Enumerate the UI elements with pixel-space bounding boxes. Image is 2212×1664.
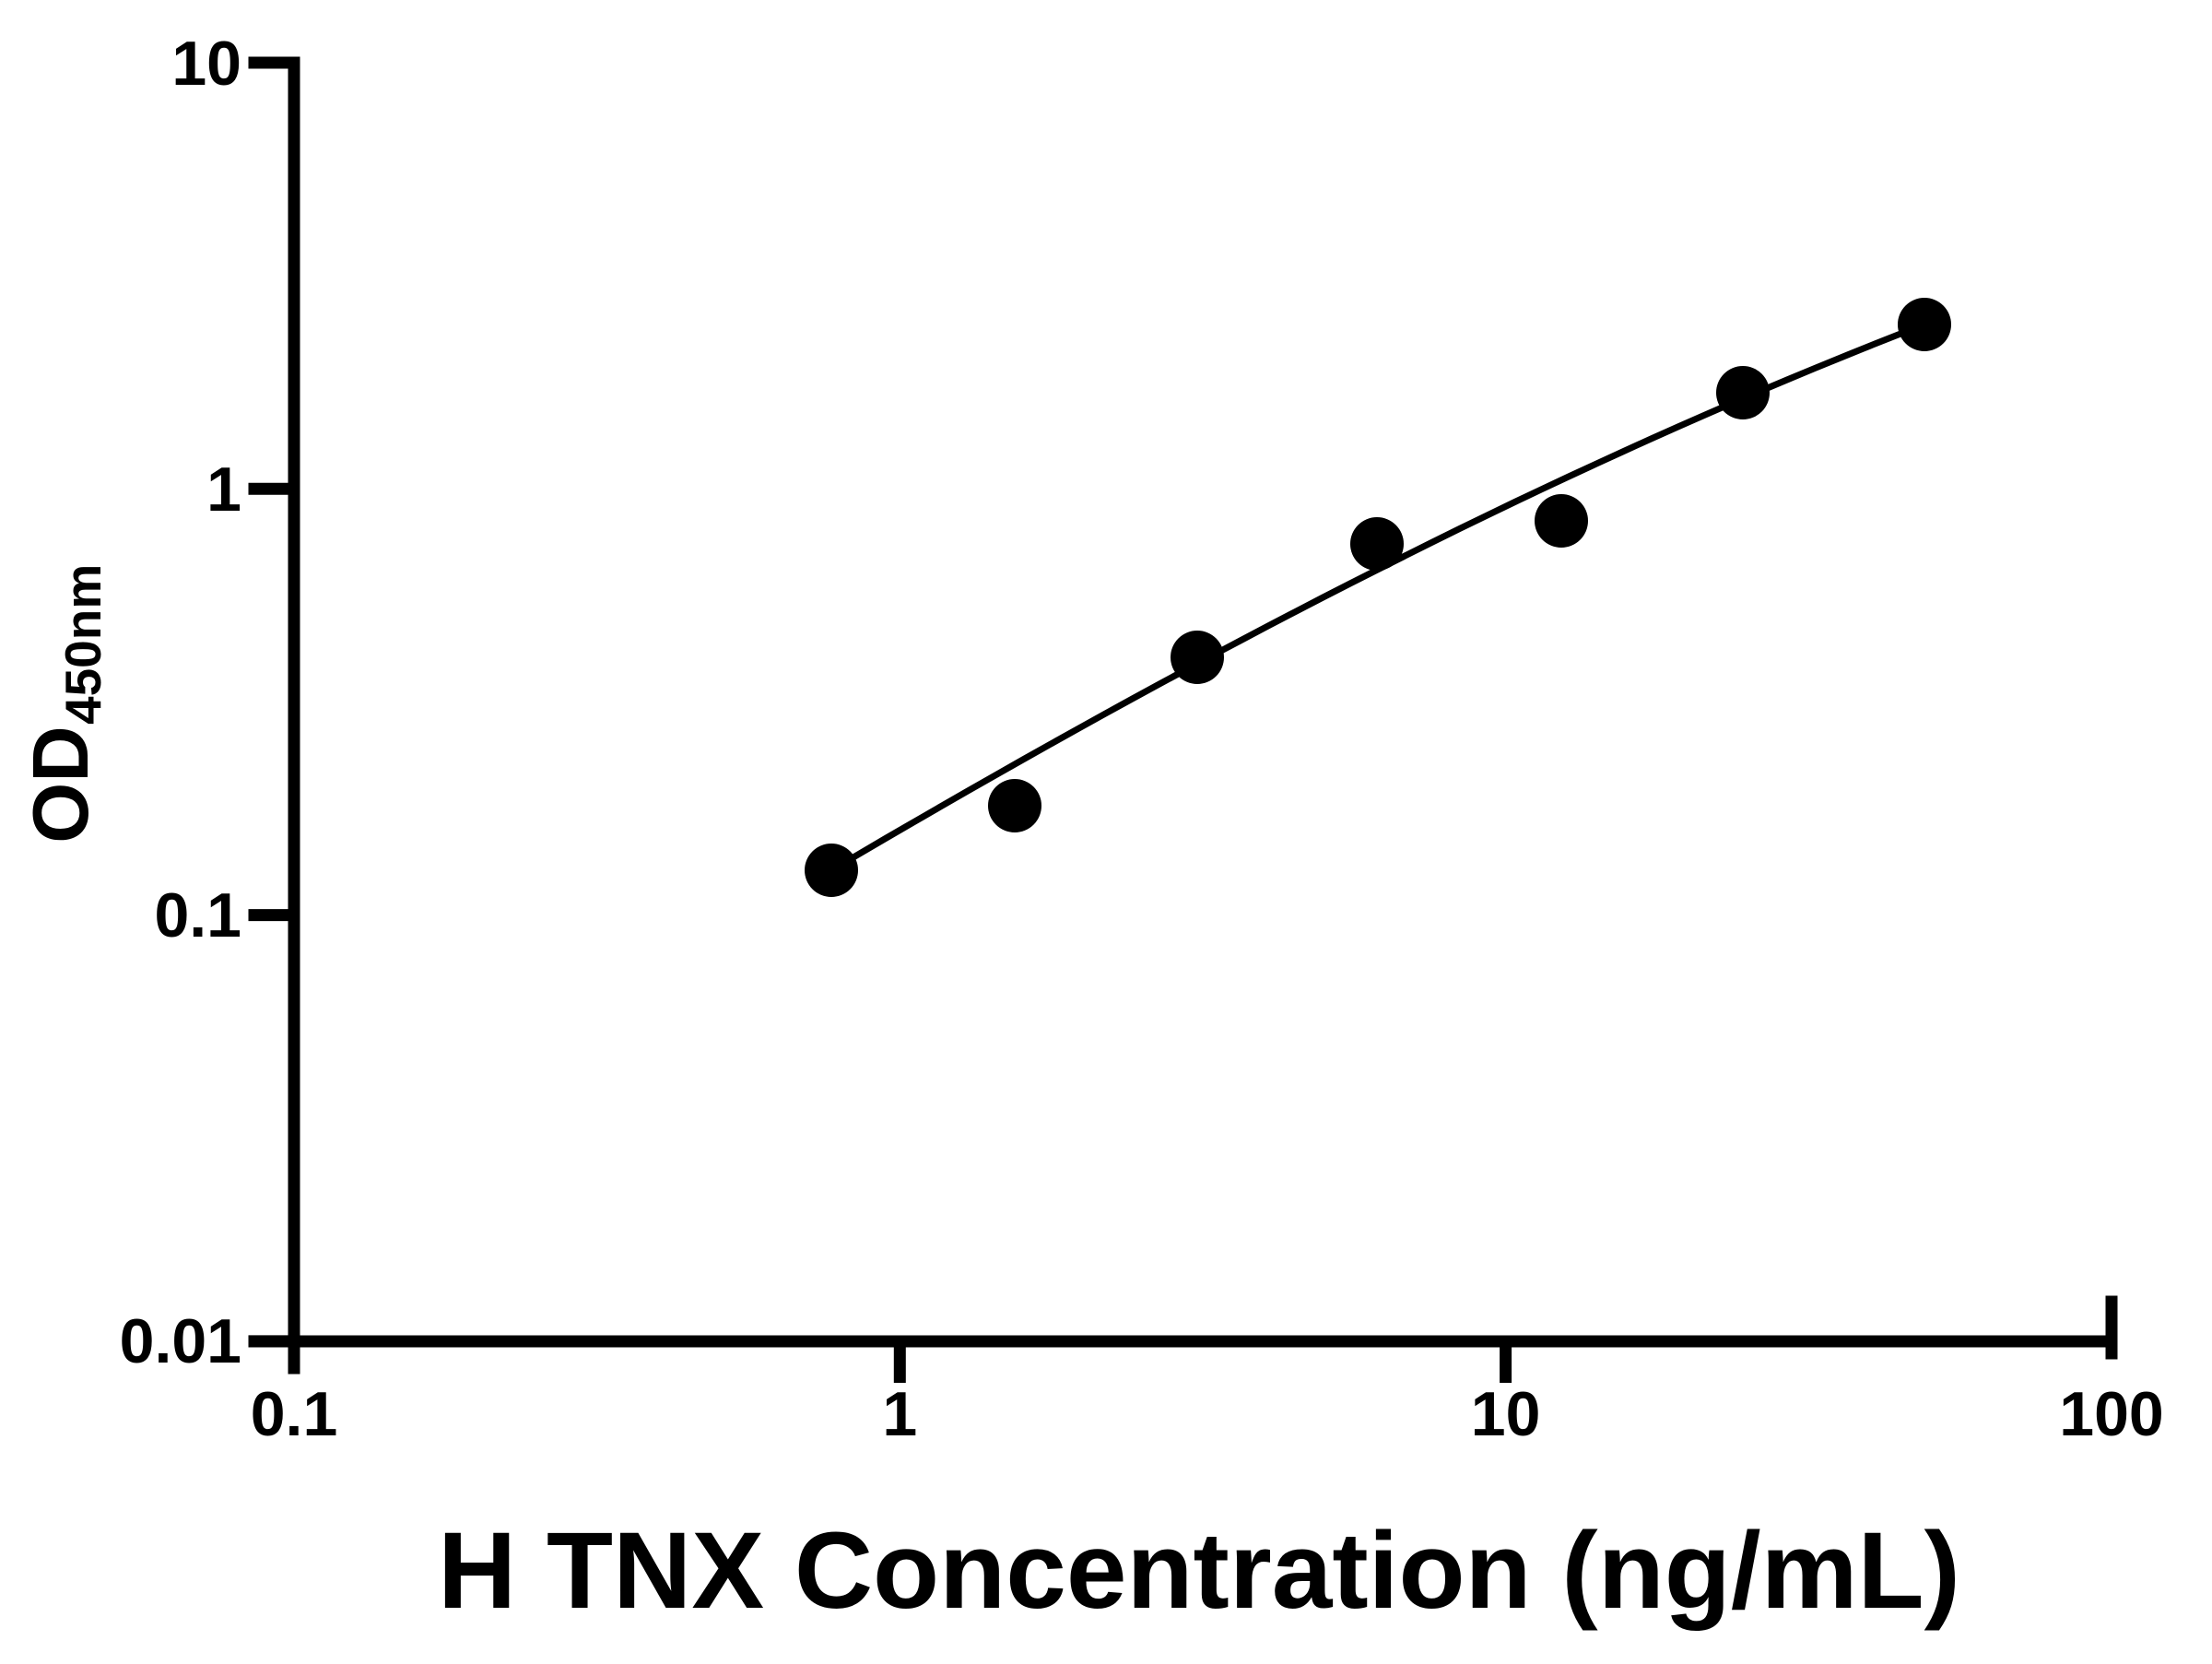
svg-text:0.1: 0.1 — [154, 880, 241, 950]
svg-text:10: 10 — [171, 29, 241, 99]
svg-text:1: 1 — [882, 1379, 917, 1449]
svg-text:0.1: 0.1 — [251, 1379, 338, 1449]
svg-text:1: 1 — [206, 454, 241, 525]
svg-text:0.01: 0.01 — [120, 1306, 241, 1376]
svg-text:10: 10 — [1471, 1379, 1541, 1449]
svg-text:H TNX Concentration (ng/mL): H TNX Concentration (ng/mL) — [438, 1510, 1960, 1632]
svg-text:100: 100 — [2059, 1379, 2163, 1449]
svg-text:OD: OD — [18, 726, 105, 844]
svg-text:450nm: 450nm — [54, 564, 112, 725]
